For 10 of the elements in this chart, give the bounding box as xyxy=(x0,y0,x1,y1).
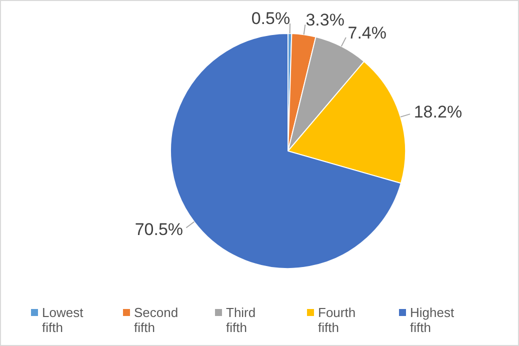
legend-label: Second fifth xyxy=(134,305,180,335)
data-label: 7.4% xyxy=(348,24,387,43)
data-label: 18.2% xyxy=(414,102,462,122)
legend-label: Third fifth xyxy=(226,305,257,335)
data-label: 0.5% xyxy=(251,9,290,28)
data-label: 3.3% xyxy=(306,10,344,30)
legend-label: Lowest fifth xyxy=(42,305,84,335)
data-label: 70.5% xyxy=(134,220,184,239)
legend-label: Fourth fifth xyxy=(318,305,357,335)
legend-label: Highest fifth xyxy=(410,305,456,335)
